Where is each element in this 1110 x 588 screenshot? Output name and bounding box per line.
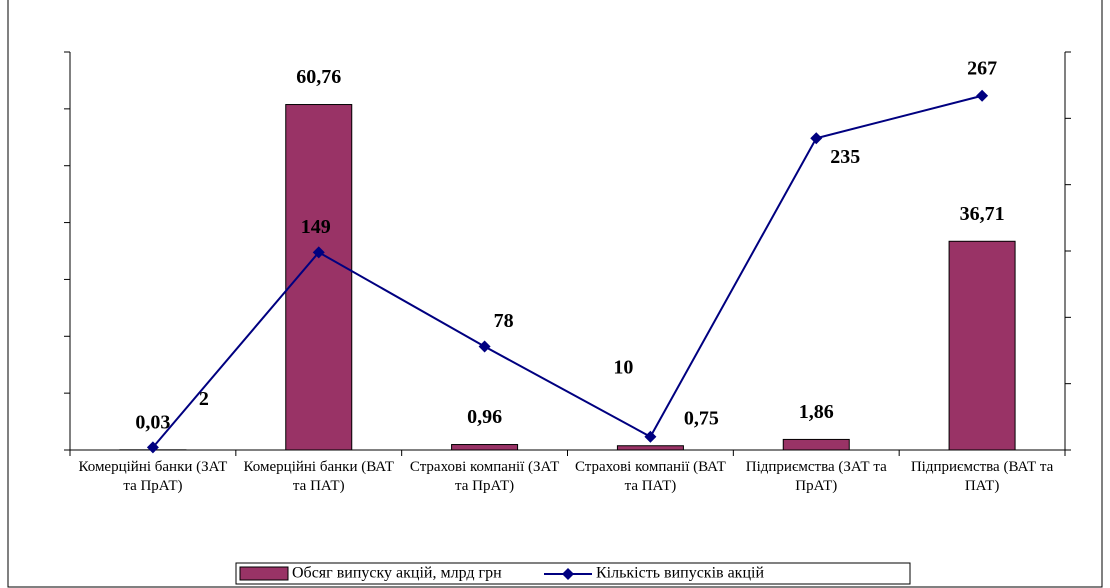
bar-label: 1,86 bbox=[799, 401, 834, 423]
marker bbox=[976, 89, 989, 102]
line-label: 10 bbox=[613, 356, 633, 378]
bar-label: 0,03 bbox=[135, 411, 170, 433]
line-label: 235 bbox=[830, 146, 860, 168]
bar bbox=[451, 444, 519, 451]
bar bbox=[285, 104, 353, 451]
legend-label: Кількість випусків акцій bbox=[596, 565, 764, 582]
x-tick-label: Страхові компанії (ВАТ та ПАТ) bbox=[574, 459, 726, 494]
line-label: 267 bbox=[967, 57, 997, 79]
bar bbox=[948, 240, 1016, 451]
x-tick-label: Підприємства (ВАТ та ПАТ) bbox=[910, 459, 1054, 494]
legend-swatch bbox=[239, 566, 289, 581]
marker bbox=[644, 430, 657, 443]
marker bbox=[312, 246, 325, 259]
legend-marker bbox=[562, 568, 574, 580]
marker bbox=[478, 340, 491, 353]
x-tick-label: Підприємства (ЗАТ та ПрАТ) bbox=[745, 459, 887, 494]
bar-label: 0,96 bbox=[467, 406, 502, 428]
bar-label: 60,76 bbox=[296, 66, 341, 88]
marker bbox=[146, 441, 159, 454]
bar-label: 0,75 bbox=[684, 407, 719, 429]
frame bbox=[7, 0, 1103, 588]
line-label: 78 bbox=[494, 310, 514, 332]
x-tick-label: Страхові компанії (ЗАТ та ПрАТ) bbox=[409, 459, 560, 494]
bar bbox=[616, 445, 684, 451]
marker bbox=[810, 132, 823, 145]
line bbox=[152, 94, 983, 448]
x-tick-label: Комерційні банки (ВАТ та ПАТ) bbox=[243, 459, 394, 494]
bar-label: 36,71 bbox=[960, 203, 1005, 225]
legend-label: Обсяг випуску акцій, млрд грн bbox=[292, 565, 502, 582]
bar bbox=[782, 438, 850, 451]
line-label: 149 bbox=[301, 216, 331, 238]
line-label: 2 bbox=[199, 388, 209, 410]
x-tick-label: Комерційні банки (ЗАТ та ПрАТ) bbox=[78, 459, 228, 494]
